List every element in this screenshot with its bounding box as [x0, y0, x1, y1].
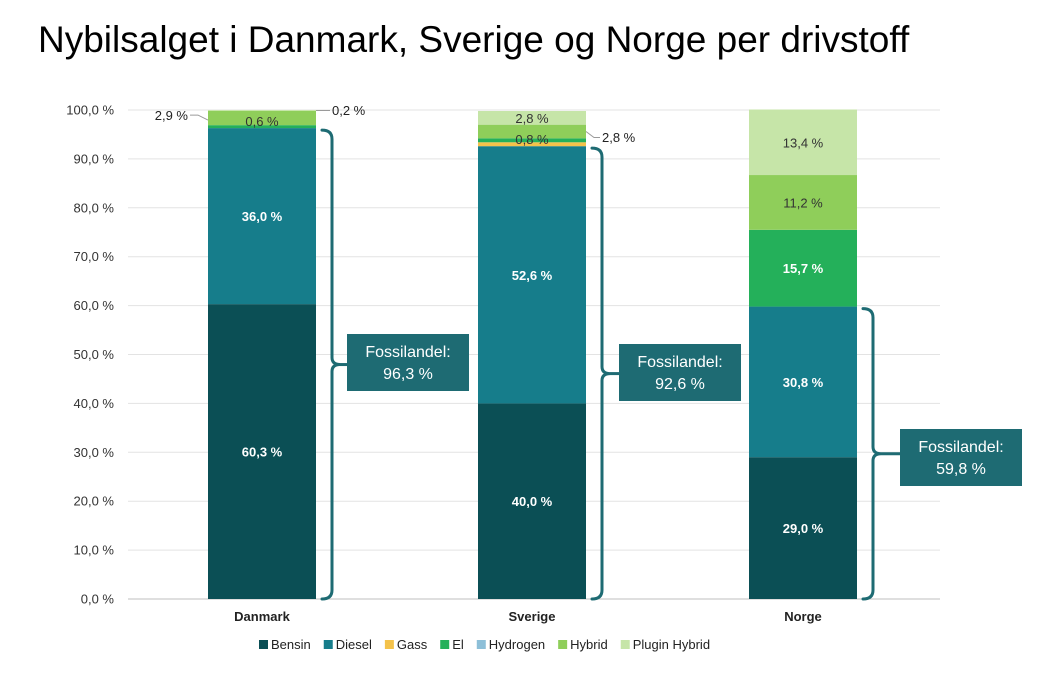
- legend-label-hybrid: Hybrid: [570, 637, 608, 652]
- bar-danmark-plugin-hybrid: [208, 110, 316, 111]
- bar-sverige-gass: [478, 142, 586, 147]
- data-label: 11,2 %: [783, 195, 823, 210]
- fossil-share-value: 59,8 %: [936, 461, 986, 478]
- legend-swatch-el: [440, 640, 450, 649]
- fossil-share-box: [900, 429, 1022, 486]
- data-label: 2,8 %: [602, 130, 636, 145]
- data-label: 36,0 %: [242, 209, 283, 224]
- x-tick-label: Sverige: [509, 609, 556, 624]
- legend-label-diesel: Diesel: [336, 637, 372, 652]
- data-label: 2,9 %: [155, 108, 189, 123]
- bar-sverige-bensin: [478, 403, 586, 599]
- fossil-share-value: 92,6 %: [655, 376, 705, 393]
- fossil-share-label: Fossilandel:: [365, 344, 450, 361]
- legend-swatch-bensin: [259, 640, 268, 649]
- y-tick-label: 60,0 %: [74, 298, 115, 313]
- bar-danmark-diesel: [208, 128, 316, 305]
- bar-sverige-el: [478, 138, 586, 143]
- legend-label-bensin: Bensin: [271, 637, 311, 652]
- data-label: 15,7 %: [783, 261, 824, 276]
- data-label: 29,0 %: [783, 521, 824, 536]
- legend-label-el: El: [452, 637, 464, 652]
- y-tick-label: 20,0 %: [74, 494, 115, 509]
- fossil-share-box: [347, 334, 469, 391]
- y-tick-label: 70,0 %: [74, 249, 115, 264]
- legend-swatch-hydrogen: [476, 640, 486, 649]
- legend-label-hydrogen: Hydrogen: [489, 637, 545, 652]
- fossil-share-value: 96,3 %: [383, 366, 433, 383]
- bar-danmark-bensin: [208, 304, 316, 599]
- fossil-brace: [320, 128, 341, 601]
- bar-norge-plugin-hybrid: [749, 109, 857, 176]
- bar-norge-bensin: [749, 457, 857, 599]
- x-tick-label: Norge: [784, 609, 822, 624]
- bar-norge-el: [749, 229, 857, 307]
- data-label: 0,8 %: [515, 132, 549, 147]
- data-label: 52,6 %: [512, 268, 553, 283]
- callout-line: [585, 131, 600, 139]
- legend-swatch-diesel: [323, 640, 333, 649]
- data-label: 0,2 %: [332, 103, 366, 118]
- bar-sverige-plugin-hybrid: [478, 110, 586, 125]
- legend-swatch-gass: [384, 640, 394, 649]
- bar-danmark-hybrid: [208, 110, 316, 126]
- fossil-share-label: Fossilandel:: [918, 439, 1003, 456]
- fossil-share-label: Fossilandel:: [637, 354, 722, 371]
- x-tick-label: Danmark: [234, 609, 290, 624]
- legend-label-plugin-hybrid: Plugin Hybrid: [633, 637, 710, 652]
- chart-title: Nybilsalget i Danmark, Sverige og Norge …: [38, 19, 910, 60]
- data-label: 30,8 %: [783, 375, 824, 390]
- y-tick-label: 80,0 %: [74, 200, 115, 215]
- y-tick-label: 0,0 %: [81, 592, 115, 607]
- bar-sverige-hybrid: [478, 124, 586, 139]
- callout-line: [190, 114, 209, 121]
- fossil-brace: [861, 307, 882, 601]
- legend-swatch-plugin-hybrid: [620, 640, 630, 649]
- fossil-share-box: [619, 344, 741, 401]
- legend-swatch-hybrid: [558, 640, 568, 649]
- data-label: 2,8 %: [515, 111, 549, 126]
- bar-sverige-diesel: [478, 146, 586, 404]
- data-label: 13,4 %: [783, 135, 824, 150]
- bar-danmark-el: [208, 125, 316, 129]
- data-label: 40,0 %: [512, 494, 553, 509]
- y-tick-label: 30,0 %: [74, 445, 115, 460]
- bar-norge-hybrid: [749, 175, 857, 230]
- data-label: 0,6 %: [245, 114, 279, 129]
- bar-norge-diesel: [749, 306, 857, 458]
- y-tick-label: 10,0 %: [74, 543, 115, 558]
- y-tick-label: 40,0 %: [74, 396, 115, 411]
- y-tick-label: 100,0 %: [66, 103, 114, 118]
- legend-label-gass: Gass: [397, 637, 428, 652]
- data-label: 60,3 %: [242, 445, 283, 460]
- y-tick-label: 50,0 %: [74, 347, 115, 362]
- fossil-brace: [590, 146, 611, 601]
- y-tick-label: 90,0 %: [74, 151, 115, 166]
